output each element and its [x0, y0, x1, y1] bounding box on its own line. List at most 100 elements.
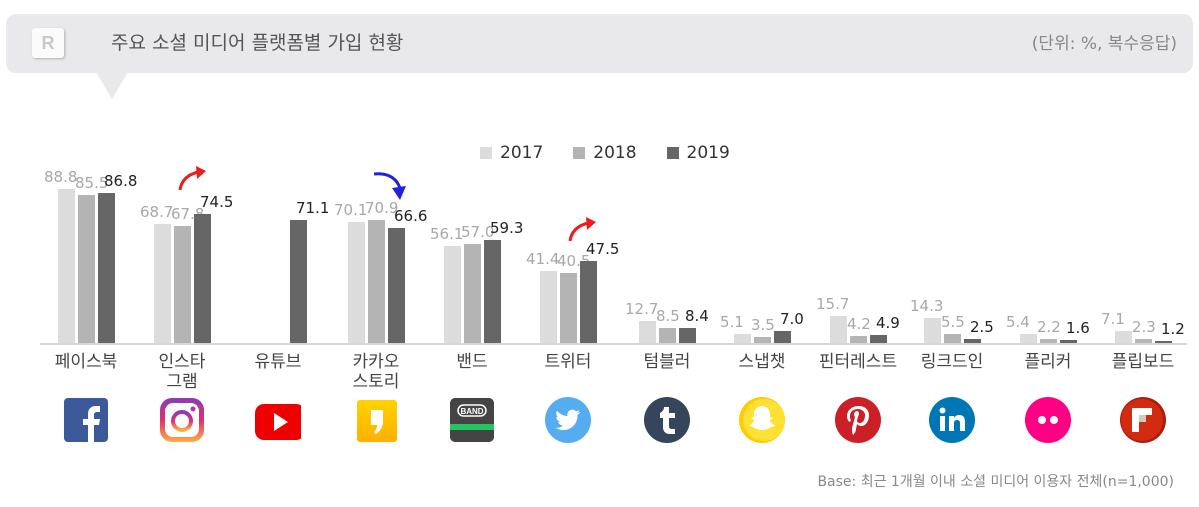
bar-2019 [580, 260, 597, 343]
category-label: 핀터레스트 [808, 352, 908, 372]
category-label: 유튜브 [228, 352, 328, 372]
value-label: 71.1 [296, 199, 330, 217]
bar-chart: 88.8 85.5 86.8 68.7 67.8 74.5 71.1 70.1 70.9 66.6… [40, 100, 1190, 345]
brand-logo-icon: R [32, 28, 64, 58]
legend: 2017 2018 2019 [480, 143, 730, 163]
bar-2017 [348, 221, 365, 343]
category-label-line1: 인스타 [158, 352, 206, 372]
flipboard-icon [1120, 397, 1166, 443]
trend-down-arrow-icon [373, 172, 406, 200]
bar-2017 [1115, 330, 1132, 343]
value-label: 86.8 [104, 171, 138, 190]
bar-2019 [1155, 340, 1172, 343]
category-label: 스냅챗 [712, 352, 812, 372]
category-label-line1: 플리커 [1024, 352, 1072, 372]
value-label: 70.1 [334, 200, 368, 219]
bar-2019 [1060, 340, 1077, 343]
legend-swatch [573, 147, 586, 159]
value-label: 4.9 [876, 313, 900, 332]
value-label: 74.5 [200, 193, 234, 212]
value-label: 5.4 [1006, 312, 1030, 331]
value-label: 88.8 [44, 168, 78, 187]
value-label: 2.5 [970, 317, 994, 336]
bar-2019 [484, 240, 501, 343]
category-label: 트위터 [518, 352, 618, 372]
band-icon: BAND [449, 397, 495, 443]
category-label-line1: 핀터레스트 [818, 352, 898, 372]
bar-2018 [368, 220, 385, 343]
bar-2017 [444, 245, 461, 343]
value-label: 14.3 [910, 297, 944, 316]
legend-label: 2018 [593, 143, 637, 163]
trend-up-arrow-icon [568, 217, 596, 242]
legend-item: 2019 [666, 143, 730, 163]
instagram-icon [159, 397, 205, 443]
value-label: 8.4 [685, 307, 709, 326]
value-label: 15.7 [816, 294, 850, 313]
bar-2017 [154, 224, 171, 343]
value-label: 47.5 [586, 239, 620, 258]
value-label: 7.0 [780, 309, 804, 328]
category-label-line1: 밴드 [456, 352, 488, 372]
kakaostory-icon [353, 397, 399, 443]
legend-swatch [666, 147, 679, 159]
bar-2019 [194, 214, 211, 343]
bar-2017 [830, 315, 847, 343]
bar-2018 [1135, 339, 1152, 343]
bar-2017 [734, 334, 751, 343]
category-label: 링크드인 [902, 352, 1002, 372]
value-label: 70.9 [365, 199, 399, 218]
pinterest-icon [835, 397, 881, 443]
value-label: 57.0 [461, 223, 495, 242]
category-label-line2: 그램 [166, 372, 198, 392]
category-label-line1: 텀블러 [643, 352, 691, 372]
bar-2017 [1020, 333, 1037, 343]
value-label: 2.3 [1132, 318, 1156, 337]
bar-2018 [78, 195, 95, 343]
value-label: 7.1 [1101, 309, 1125, 328]
chart-title: 주요 소셜 미디어 플랫폼별 가입 현황 [111, 32, 404, 54]
value-label: 12.7 [625, 300, 659, 319]
bar-2019 [870, 334, 887, 343]
value-label: 2.2 [1037, 318, 1061, 337]
youtube-icon [255, 397, 305, 443]
category-label-line1: 플립보드 [1111, 352, 1175, 372]
category-label-line1: 카카오 [352, 352, 400, 372]
bar-2018 [560, 272, 577, 343]
value-label: 56.1 [430, 224, 464, 243]
value-label: 59.3 [490, 219, 524, 238]
value-label: 41.4 [526, 250, 560, 269]
bar-2017 [639, 321, 656, 343]
value-label: 68.7 [140, 203, 174, 222]
category-label-line1: 스냅챗 [738, 352, 786, 372]
legend-label: 2019 [686, 143, 730, 163]
value-label: 4.2 [847, 314, 871, 333]
bar-2017 [924, 318, 941, 343]
bar-2019 [679, 328, 696, 343]
bar-2019 [388, 227, 405, 343]
value-label: 5.5 [941, 312, 965, 331]
snapchat-icon [739, 397, 785, 443]
unit-note: (단위: %, 복수응답) [1031, 34, 1177, 54]
category-label-line1: 링크드인 [920, 352, 984, 372]
value-label: 1.2 [1161, 319, 1185, 338]
category-label-line2: 스토리 [352, 372, 400, 392]
chart-header: R 주요 소셜 미디어 플랫폼별 가입 현황 (단위: %, 복수응답) [6, 14, 1193, 73]
bar-2018 [850, 335, 867, 343]
bar-2018 [944, 333, 961, 343]
header-pointer [96, 72, 128, 99]
category-label: 플립보드 [1093, 352, 1193, 372]
bar-2018 [659, 328, 676, 343]
x-axis-line [40, 343, 1187, 345]
legend-swatch [480, 147, 492, 159]
value-label: 1.6 [1066, 319, 1090, 338]
value-label: 85.5 [75, 174, 109, 193]
bar-2018 [1040, 339, 1057, 343]
value-label: 8.5 [656, 307, 680, 326]
category-label: 밴드 [422, 352, 522, 372]
category-label: 인스타 그램 [132, 352, 232, 392]
bar-2019 [98, 192, 115, 343]
base-note: Base: 최근 1개월 이내 소셜 미디어 이용자 전체(n=1,000) [817, 474, 1174, 490]
category-label: 카카오 스토리 [326, 352, 426, 392]
value-label: 3.5 [751, 315, 775, 334]
